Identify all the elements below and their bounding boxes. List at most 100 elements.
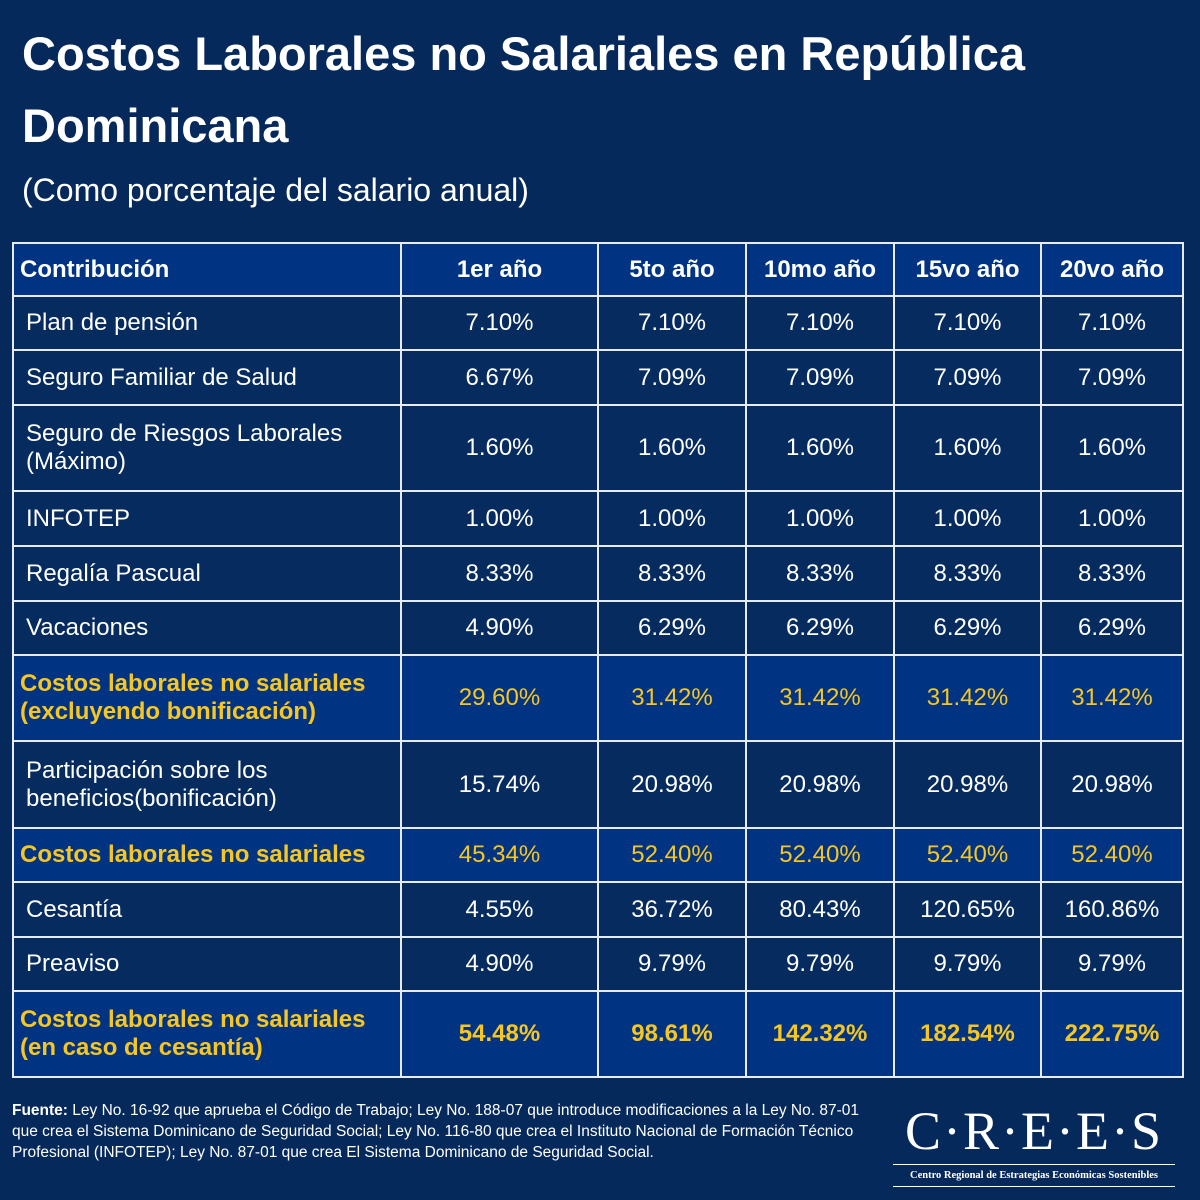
- row-label: Plan de pensión: [12, 295, 402, 351]
- cell-value: 6.29%: [597, 600, 747, 656]
- costs-table: Contribución 1er año 5to año 10mo año 15…: [12, 242, 1184, 1078]
- column-header: 1er año: [400, 242, 599, 297]
- table-row: Seguro de Riesgos Laborales (Máximo) 1.60…: [12, 404, 1184, 492]
- cell-value: 7.10%: [400, 295, 599, 351]
- table-total-row: Costos laborales no salariales 45.34% 52.4…: [12, 827, 1184, 883]
- row-label: Costos laborales no salariales (excluyen…: [12, 654, 402, 742]
- column-header: 20vo año: [1040, 242, 1184, 297]
- cell-value: 222.75%: [1040, 990, 1184, 1078]
- table-row: Vacaciones 4.90% 6.29% 6.29% 6.29% 6.29%: [12, 600, 1184, 656]
- cell-value: 45.34%: [400, 827, 599, 883]
- cell-value: 6.29%: [1040, 600, 1184, 656]
- cell-value: 31.42%: [893, 654, 1042, 742]
- cell-value: 7.10%: [1040, 295, 1184, 351]
- source-note: Fuente: Ley No. 16-92 que aprueba el Cód…: [12, 1100, 872, 1163]
- cell-value: 9.79%: [893, 936, 1042, 992]
- cell-value: 36.72%: [597, 881, 747, 938]
- cell-value: 6.29%: [745, 600, 895, 656]
- row-label: Seguro Familiar de Salud: [12, 349, 402, 406]
- table-row: Participación sobre los beneficios(bonif…: [12, 740, 1184, 829]
- logo-name: C·R·E·E·S: [905, 1101, 1163, 1161]
- row-label: INFOTEP: [12, 490, 402, 547]
- cell-value: 31.42%: [597, 654, 747, 742]
- table-total-row: Costos laborales no salariales (excluyen…: [12, 654, 1184, 742]
- row-label: Costos laborales no salariales: [12, 827, 402, 883]
- cell-value: 1.00%: [400, 490, 599, 547]
- cell-value: 9.79%: [1040, 936, 1184, 992]
- cell-value: 54.48%: [400, 990, 599, 1078]
- cell-value: 1.60%: [1040, 404, 1184, 492]
- cell-value: 120.65%: [893, 881, 1042, 938]
- cell-value: 6.29%: [893, 600, 1042, 656]
- cell-value: 1.60%: [745, 404, 895, 492]
- source-text: Ley No. 16-92 que aprueba el Código de T…: [12, 1102, 859, 1161]
- cell-value: 80.43%: [745, 881, 895, 938]
- cell-value: 9.79%: [745, 936, 895, 992]
- cell-value: 8.33%: [400, 545, 599, 602]
- row-label: Participación sobre los beneficios(bonif…: [12, 740, 402, 829]
- table-total-row: Costos laborales no salariales (en caso …: [12, 990, 1184, 1078]
- cell-value: 52.40%: [1040, 827, 1184, 883]
- cell-value: 1.00%: [597, 490, 747, 547]
- cell-value: 4.90%: [400, 600, 599, 656]
- row-label: Regalía Pascual: [12, 545, 402, 602]
- row-label: Seguro de Riesgos Laborales (Máximo): [12, 404, 402, 492]
- cell-value: 15.74%: [400, 740, 599, 829]
- cell-value: 20.98%: [745, 740, 895, 829]
- cell-value: 7.10%: [597, 295, 747, 351]
- row-label: Preaviso: [12, 936, 402, 992]
- column-header: Contribución: [12, 242, 402, 297]
- cell-value: 52.40%: [893, 827, 1042, 883]
- row-label: Cesantía: [12, 881, 402, 938]
- row-label: Costos laborales no salariales (en caso …: [12, 990, 402, 1078]
- cell-value: 7.10%: [745, 295, 895, 351]
- table-row: Regalía Pascual 8.33% 8.33% 8.33% 8.33% 8.33%: [12, 545, 1184, 602]
- cell-value: 98.61%: [597, 990, 747, 1078]
- table-row: INFOTEP 1.00% 1.00% 1.00% 1.00% 1.00%: [12, 490, 1184, 547]
- cell-value: 7.09%: [745, 349, 895, 406]
- cell-value: 1.60%: [893, 404, 1042, 492]
- cell-value: 7.09%: [893, 349, 1042, 406]
- table-row: Plan de pensión 7.10% 7.10% 7.10% 7.10% 7.10%: [12, 295, 1184, 351]
- cell-value: 7.09%: [597, 349, 747, 406]
- logo-tagline: Centro Regional de Estrategias Económica…: [909, 1170, 1158, 1181]
- cell-value: 4.55%: [400, 881, 599, 938]
- cell-value: 7.10%: [893, 295, 1042, 351]
- cell-value: 8.33%: [893, 545, 1042, 602]
- cell-value: 1.00%: [1040, 490, 1184, 547]
- cell-value: 31.42%: [745, 654, 895, 742]
- table-row: Cesantía 4.55% 36.72% 80.43% 120.65% 160.86%: [12, 881, 1184, 938]
- cell-value: 4.90%: [400, 936, 599, 992]
- cell-value: 20.98%: [597, 740, 747, 829]
- crees-logo: C·R·E·E·S Centro Regional de Estrategias…: [893, 1100, 1175, 1189]
- cell-value: 31.42%: [1040, 654, 1184, 742]
- cell-value: 6.67%: [400, 349, 599, 406]
- cell-value: 52.40%: [597, 827, 747, 883]
- cell-value: 1.00%: [745, 490, 895, 547]
- cell-value: 182.54%: [893, 990, 1042, 1078]
- page-subtitle: (Como porcentaje del salario anual): [22, 172, 529, 208]
- table-header-row: Contribución 1er año 5to año 10mo año 15…: [12, 242, 1184, 297]
- cell-value: 20.98%: [1040, 740, 1184, 829]
- cell-value: 1.60%: [400, 404, 599, 492]
- cell-value: 20.98%: [893, 740, 1042, 829]
- table-row: Seguro Familiar de Salud 6.67% 7.09% 7.09% 7…: [12, 349, 1184, 406]
- cell-value: 1.60%: [597, 404, 747, 492]
- cell-value: 29.60%: [400, 654, 599, 742]
- logo-divider: [893, 1186, 1175, 1187]
- cell-value: 142.32%: [745, 990, 895, 1078]
- cell-value: 52.40%: [745, 827, 895, 883]
- column-header: 10mo año: [745, 242, 895, 297]
- cell-value: 8.33%: [1040, 545, 1184, 602]
- column-header: 5to año: [597, 242, 747, 297]
- cell-value: 1.00%: [893, 490, 1042, 547]
- source-label: Fuente:: [12, 1102, 68, 1119]
- table-row: Preaviso 4.90% 9.79% 9.79% 9.79% 9.79%: [12, 936, 1184, 992]
- cell-value: 9.79%: [597, 936, 747, 992]
- row-label: Vacaciones: [12, 600, 402, 656]
- cell-value: 7.09%: [1040, 349, 1184, 406]
- column-header: 15vo año: [893, 242, 1042, 297]
- page-title: Costos Laborales no Salariales en Repúbl…: [22, 27, 1025, 152]
- logo-divider: [893, 1164, 1175, 1165]
- cell-value: 8.33%: [597, 545, 747, 602]
